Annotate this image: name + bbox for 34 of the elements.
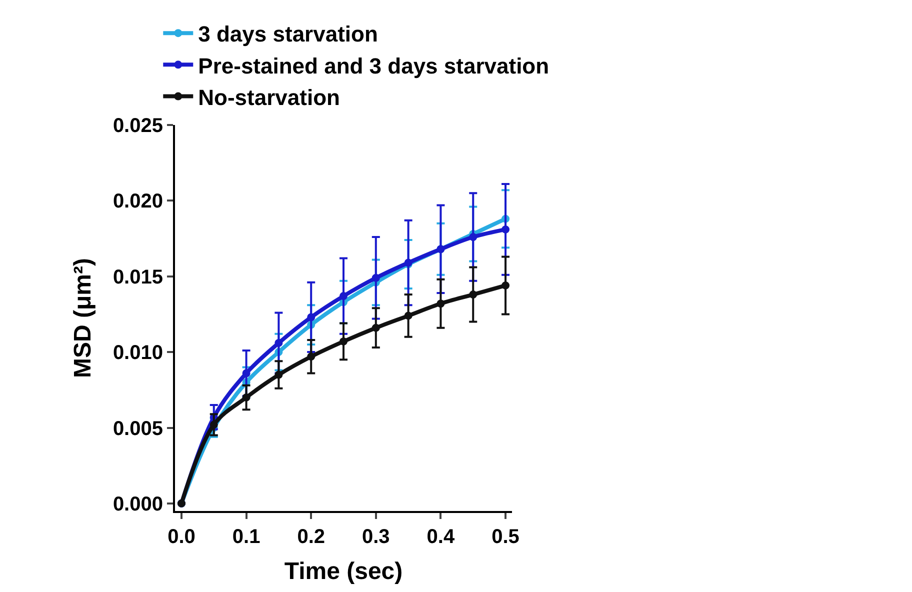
y-tick-label: 0.005 <box>112 418 163 440</box>
legend-label: No-starvation <box>198 84 340 110</box>
point <box>469 233 478 242</box>
y-tick-label: 0.000 <box>112 493 163 516</box>
point <box>469 290 478 299</box>
x-axis-title: Time (sec) <box>284 558 403 585</box>
y-tick-label: 0.025 <box>112 115 163 137</box>
point <box>372 274 380 282</box>
point <box>274 338 283 347</box>
point <box>307 352 316 361</box>
x-tick-label: 0.4 <box>426 526 456 548</box>
legend-label: 3 days starvation <box>198 22 378 47</box>
point <box>307 313 316 322</box>
point <box>502 225 510 234</box>
y-tick-label: 0.020 <box>112 190 163 213</box>
point <box>404 312 412 320</box>
x-tick-label: 0.0 <box>168 526 196 548</box>
point <box>436 300 445 308</box>
point <box>340 292 348 300</box>
x-tick-label: 0.3 <box>362 526 390 548</box>
point <box>210 420 218 429</box>
y-tick-label: 0.010 <box>112 342 163 364</box>
point <box>242 393 250 402</box>
point <box>340 337 348 346</box>
x-tick-label: 0.5 <box>492 526 520 548</box>
x-tick-label: 0.2 <box>297 526 326 548</box>
point <box>372 324 380 332</box>
x-tick-label: 0.1 <box>232 526 260 548</box>
point <box>242 369 250 378</box>
y-axis-title: MSD (μm²) <box>70 258 97 378</box>
point <box>274 370 283 379</box>
y-tick-label: 0.015 <box>112 266 163 288</box>
point <box>502 281 510 290</box>
legend-label: Pre-stained and 3 days starvation <box>198 53 550 78</box>
